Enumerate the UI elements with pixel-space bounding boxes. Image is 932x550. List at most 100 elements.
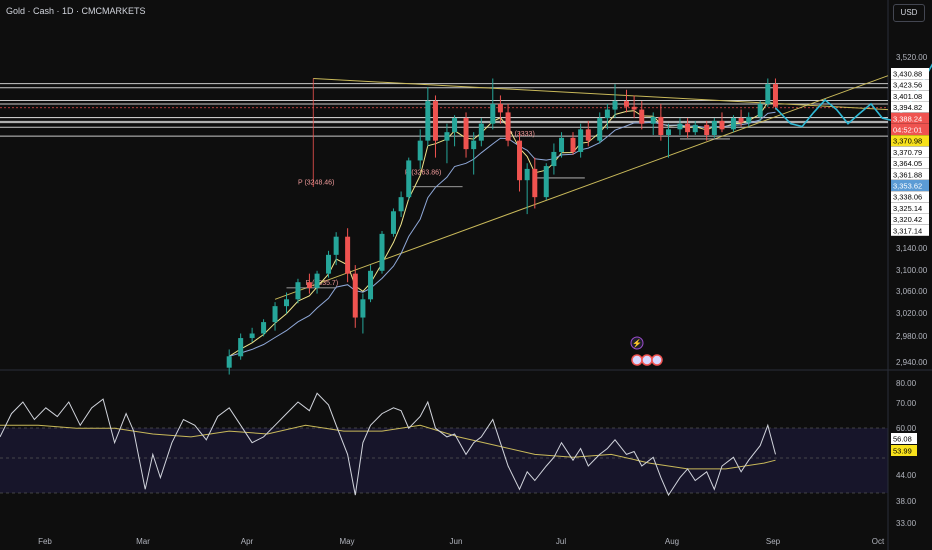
projection-path: [774, 63, 932, 128]
candle-body: [463, 118, 469, 150]
candle-body: [570, 137, 576, 152]
candle-body: [406, 160, 412, 198]
price-label-text: 3,317.14: [893, 226, 922, 235]
rsi-tick-label: 44.00: [896, 471, 917, 480]
price-label-text: 3,353.62: [893, 182, 922, 191]
lightning-icon: [630, 336, 644, 350]
candle-body: [314, 273, 320, 288]
rsi-label-text: 56.08: [893, 435, 912, 444]
price-label-text: 3,338.06: [893, 193, 922, 202]
candle-body: [692, 124, 698, 133]
rsi-tick-label: 80.00: [896, 379, 917, 388]
candle-body: [333, 236, 339, 255]
candle-body: [623, 101, 629, 107]
price-label-text: 3,388.24: [893, 114, 922, 123]
price-label-text: 3,370.98: [893, 137, 922, 146]
candle-body: [471, 140, 477, 150]
candle-body: [478, 123, 484, 141]
price-tick-label: 2,980.00: [896, 332, 928, 341]
rsi-tick-label: 60.00: [896, 424, 917, 433]
price-label-tag: [891, 157, 929, 169]
price-label-text: 3,361.88: [893, 170, 922, 179]
candle-body: [765, 84, 771, 104]
price-label-text: 3,401.08: [893, 92, 922, 101]
candle-body: [524, 168, 530, 181]
time-axis-label: Aug: [665, 537, 679, 546]
candle-body: [639, 109, 645, 124]
candle-body: [261, 322, 267, 334]
price-label-tag: [891, 101, 929, 113]
price-label-tag: [891, 180, 929, 191]
price-label-tag: [891, 112, 929, 124]
candle-body: [306, 282, 312, 288]
time-axis-label: Sep: [766, 537, 781, 546]
rsi-tick-label: 70.00: [896, 399, 917, 408]
candle-body: [658, 116, 664, 135]
candle-body: [597, 118, 603, 141]
rsi-band: [0, 428, 888, 493]
candle-body: [559, 137, 565, 152]
rsi-label-tag: [891, 445, 917, 456]
candle-body: [772, 84, 778, 107]
price-label-tag: [891, 202, 929, 214]
candle-body: [295, 282, 301, 300]
price-label-text: 3,394.82: [893, 103, 922, 112]
price-tick-label: 3,140.00: [896, 244, 928, 253]
candle-body: [417, 140, 423, 161]
price-label-tag: [891, 168, 929, 180]
pivot-label: P (3333): [508, 131, 535, 138]
lightning-icon: ⚡: [632, 338, 642, 348]
candle-body: [677, 123, 683, 130]
price-label-tag: [891, 213, 929, 225]
candle-body: [272, 306, 278, 323]
candle-body: [578, 129, 584, 152]
candle-body: [746, 116, 752, 123]
price-label-text: 3,423.56: [893, 81, 922, 90]
candle-body: [284, 299, 289, 307]
candle-body: [517, 140, 523, 181]
price-label-tag: [891, 90, 929, 102]
candle-body: [711, 120, 717, 135]
price-label-text: 3,364.05: [893, 159, 922, 168]
candle-body: [390, 211, 396, 234]
price-tick-label: 3,100.00: [896, 266, 928, 275]
time-axis-label: May: [339, 537, 354, 546]
candle-body: [719, 120, 725, 130]
rsi-tick-label: 38.00: [896, 497, 917, 506]
time-axis-label: Jun: [450, 537, 463, 546]
rsi-tick-label: 33.00: [896, 519, 917, 528]
candle-body: [543, 166, 549, 198]
candle-body: [730, 118, 736, 130]
price-label-tag: [891, 79, 929, 91]
price-label-tag: [891, 146, 929, 158]
candle-body: [738, 118, 744, 123]
candle-body: [490, 103, 496, 124]
candle-body: [666, 129, 671, 135]
pivot-label: P (3248.46): [298, 180, 334, 187]
price-tick-label: 3,020.00: [896, 309, 928, 318]
rsi-label-text: 53.99: [893, 447, 912, 456]
candle-body: [360, 299, 366, 318]
upper-trendline: [313, 78, 889, 111]
symbol-title: Gold · Cash · 1D · CMCMARKETS: [6, 6, 146, 16]
lower-trendline: [274, 75, 889, 300]
candle-body: [368, 270, 374, 300]
price-label-text: 3,430.88: [893, 70, 922, 79]
candle-body: [345, 236, 351, 274]
candle-body: [704, 124, 710, 135]
candle-body: [238, 338, 244, 357]
price-label-tag: [891, 68, 929, 79]
candle-body: [505, 112, 511, 141]
price-pane: [0, 0, 888, 370]
candle-body: [444, 132, 450, 141]
currency-button[interactable]: USD: [893, 4, 925, 22]
candle-body: [497, 103, 503, 113]
time-axis-label: Feb: [38, 537, 52, 546]
candle-body: [685, 123, 691, 133]
candle-body: [432, 101, 438, 141]
price-label-text: 04:52:01: [893, 126, 922, 135]
rsi-label-tag: [891, 433, 917, 444]
candle-body: [425, 101, 431, 141]
time-axis-label: Apr: [241, 537, 254, 546]
